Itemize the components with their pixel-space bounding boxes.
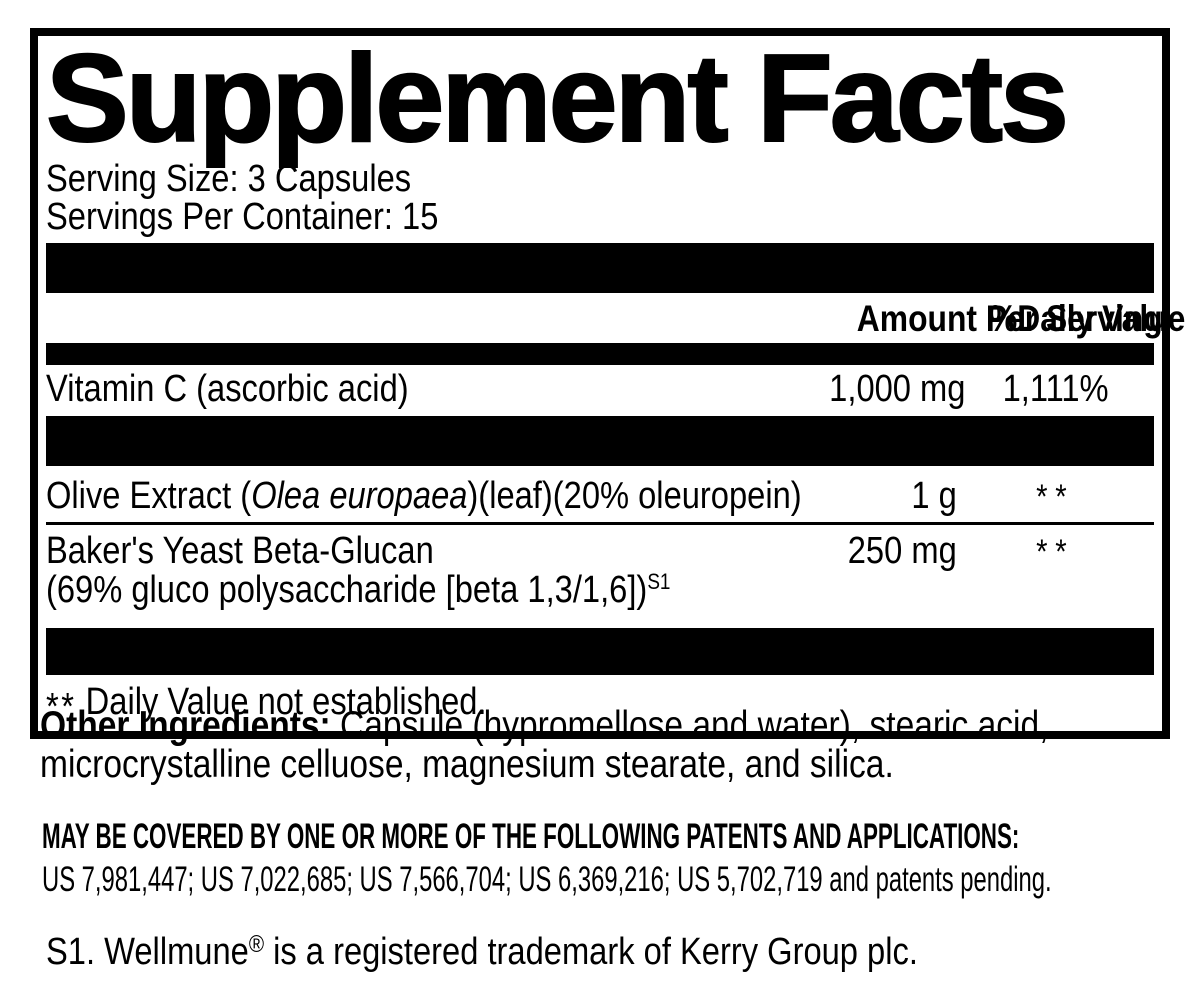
separator-bar-thick-bottom — [46, 628, 1154, 675]
serving-size-text: Serving Size: 3 Capsules — [46, 158, 412, 200]
footnote-asterisks: ** — [46, 686, 77, 728]
patents-heading: MAY BE COVERED BY ONE OR MORE OF THE FOL… — [42, 817, 1020, 856]
beta-glucan-footnote-marker: S1 — [647, 569, 671, 594]
other-ingredients-line1: Capsule (hypromellose and water), steari… — [340, 704, 1049, 747]
servings-per-container-line: Servings Per Container: 15 — [46, 198, 1154, 236]
below-panel-notes: Other Ingredients: Capsule (hypromellose… — [40, 706, 1180, 977]
olive-extract-name: Olive Extract (Olea europaea)(leaf)(20% … — [46, 477, 807, 515]
beta-glucan-daily-value: ** — [1036, 533, 1075, 571]
separator-bar-thick-top — [46, 243, 1154, 293]
beta-glucan-detail-text: (69% gluco polysaccharide [beta 1,3/1,6]… — [46, 569, 648, 611]
serving-size-line: Serving Size: 3 Capsules — [46, 160, 1154, 198]
registered-trademark-symbol: ® — [248, 931, 265, 958]
olive-botanical-name: Olea europaea — [251, 475, 468, 517]
beta-glucan-name: Baker's Yeast Beta-Glucan — [46, 530, 434, 572]
separator-bar-thin — [46, 343, 1154, 365]
olive-extract-daily-value: ** — [1036, 478, 1075, 516]
beta-glucan-amount: 250 mg — [847, 530, 957, 572]
supplement-facts-panel: Supplement Facts Serving Size: 3 Capsule… — [30, 28, 1186, 739]
trademark-note: S1. Wellmune® is a registered trademark … — [46, 931, 1180, 977]
vitamin-c-name: Vitamin C (ascorbic acid) — [46, 368, 409, 410]
footnote-text: Daily Value not established. — [85, 681, 487, 723]
trademark-prefix: S1. Wellmune — [46, 931, 249, 973]
nutrient-row-vitamin-c: Vitamin C (ascorbic acid) 1,000 mg 1,111… — [46, 365, 1154, 416]
other-ingredients: Other Ingredients: Capsule (hypromellose… — [40, 706, 1180, 784]
daily-value-footnote: ** Daily Value not established. — [46, 675, 1154, 726]
separator-bar-thick-middle — [46, 416, 1154, 466]
servings-per-container-text: Servings Per Container: 15 — [46, 196, 439, 238]
vitamin-c-daily-value: 1,111% — [1002, 368, 1109, 410]
nutrient-row-olive-extract: Olive Extract (Olea europaea)(leaf)(20% … — [46, 466, 1154, 525]
daily-value-header: %Daily Value — [988, 298, 1186, 339]
other-ingredients-label: Other Ingredients: — [40, 704, 331, 747]
patents-section: MAY BE COVERED BY ONE OR MORE OF THE FOL… — [42, 815, 1180, 901]
panel-title: Supplement Facts — [45, 30, 1070, 168]
patents-numbers: US 7,981,447; US 7,022,685; US 7,566,704… — [42, 860, 1052, 899]
olive-name-prefix: Olive Extract ( — [46, 475, 252, 517]
nutrient-row-beta-glucan: Baker's Yeast Beta-Glucan 250 mg ** — [46, 525, 1154, 571]
column-header-row: Amount Per Serving %Daily Value — [46, 293, 1186, 343]
olive-name-suffix: )(leaf)(20% oleuropein) — [467, 475, 802, 517]
beta-glucan-detail-line: (69% gluco polysaccharide [beta 1,3/1,6]… — [46, 569, 1154, 620]
trademark-suffix: is a registered trademark of Kerry Group… — [264, 931, 918, 973]
amount-per-serving-header: Amount Per Serving — [856, 298, 1163, 339]
olive-extract-amount: 1 g — [911, 475, 957, 517]
vitamin-c-amount: 1,000 mg — [829, 368, 966, 410]
other-ingredients-line2: microcrystalline celluose, magnesium ste… — [40, 743, 894, 786]
